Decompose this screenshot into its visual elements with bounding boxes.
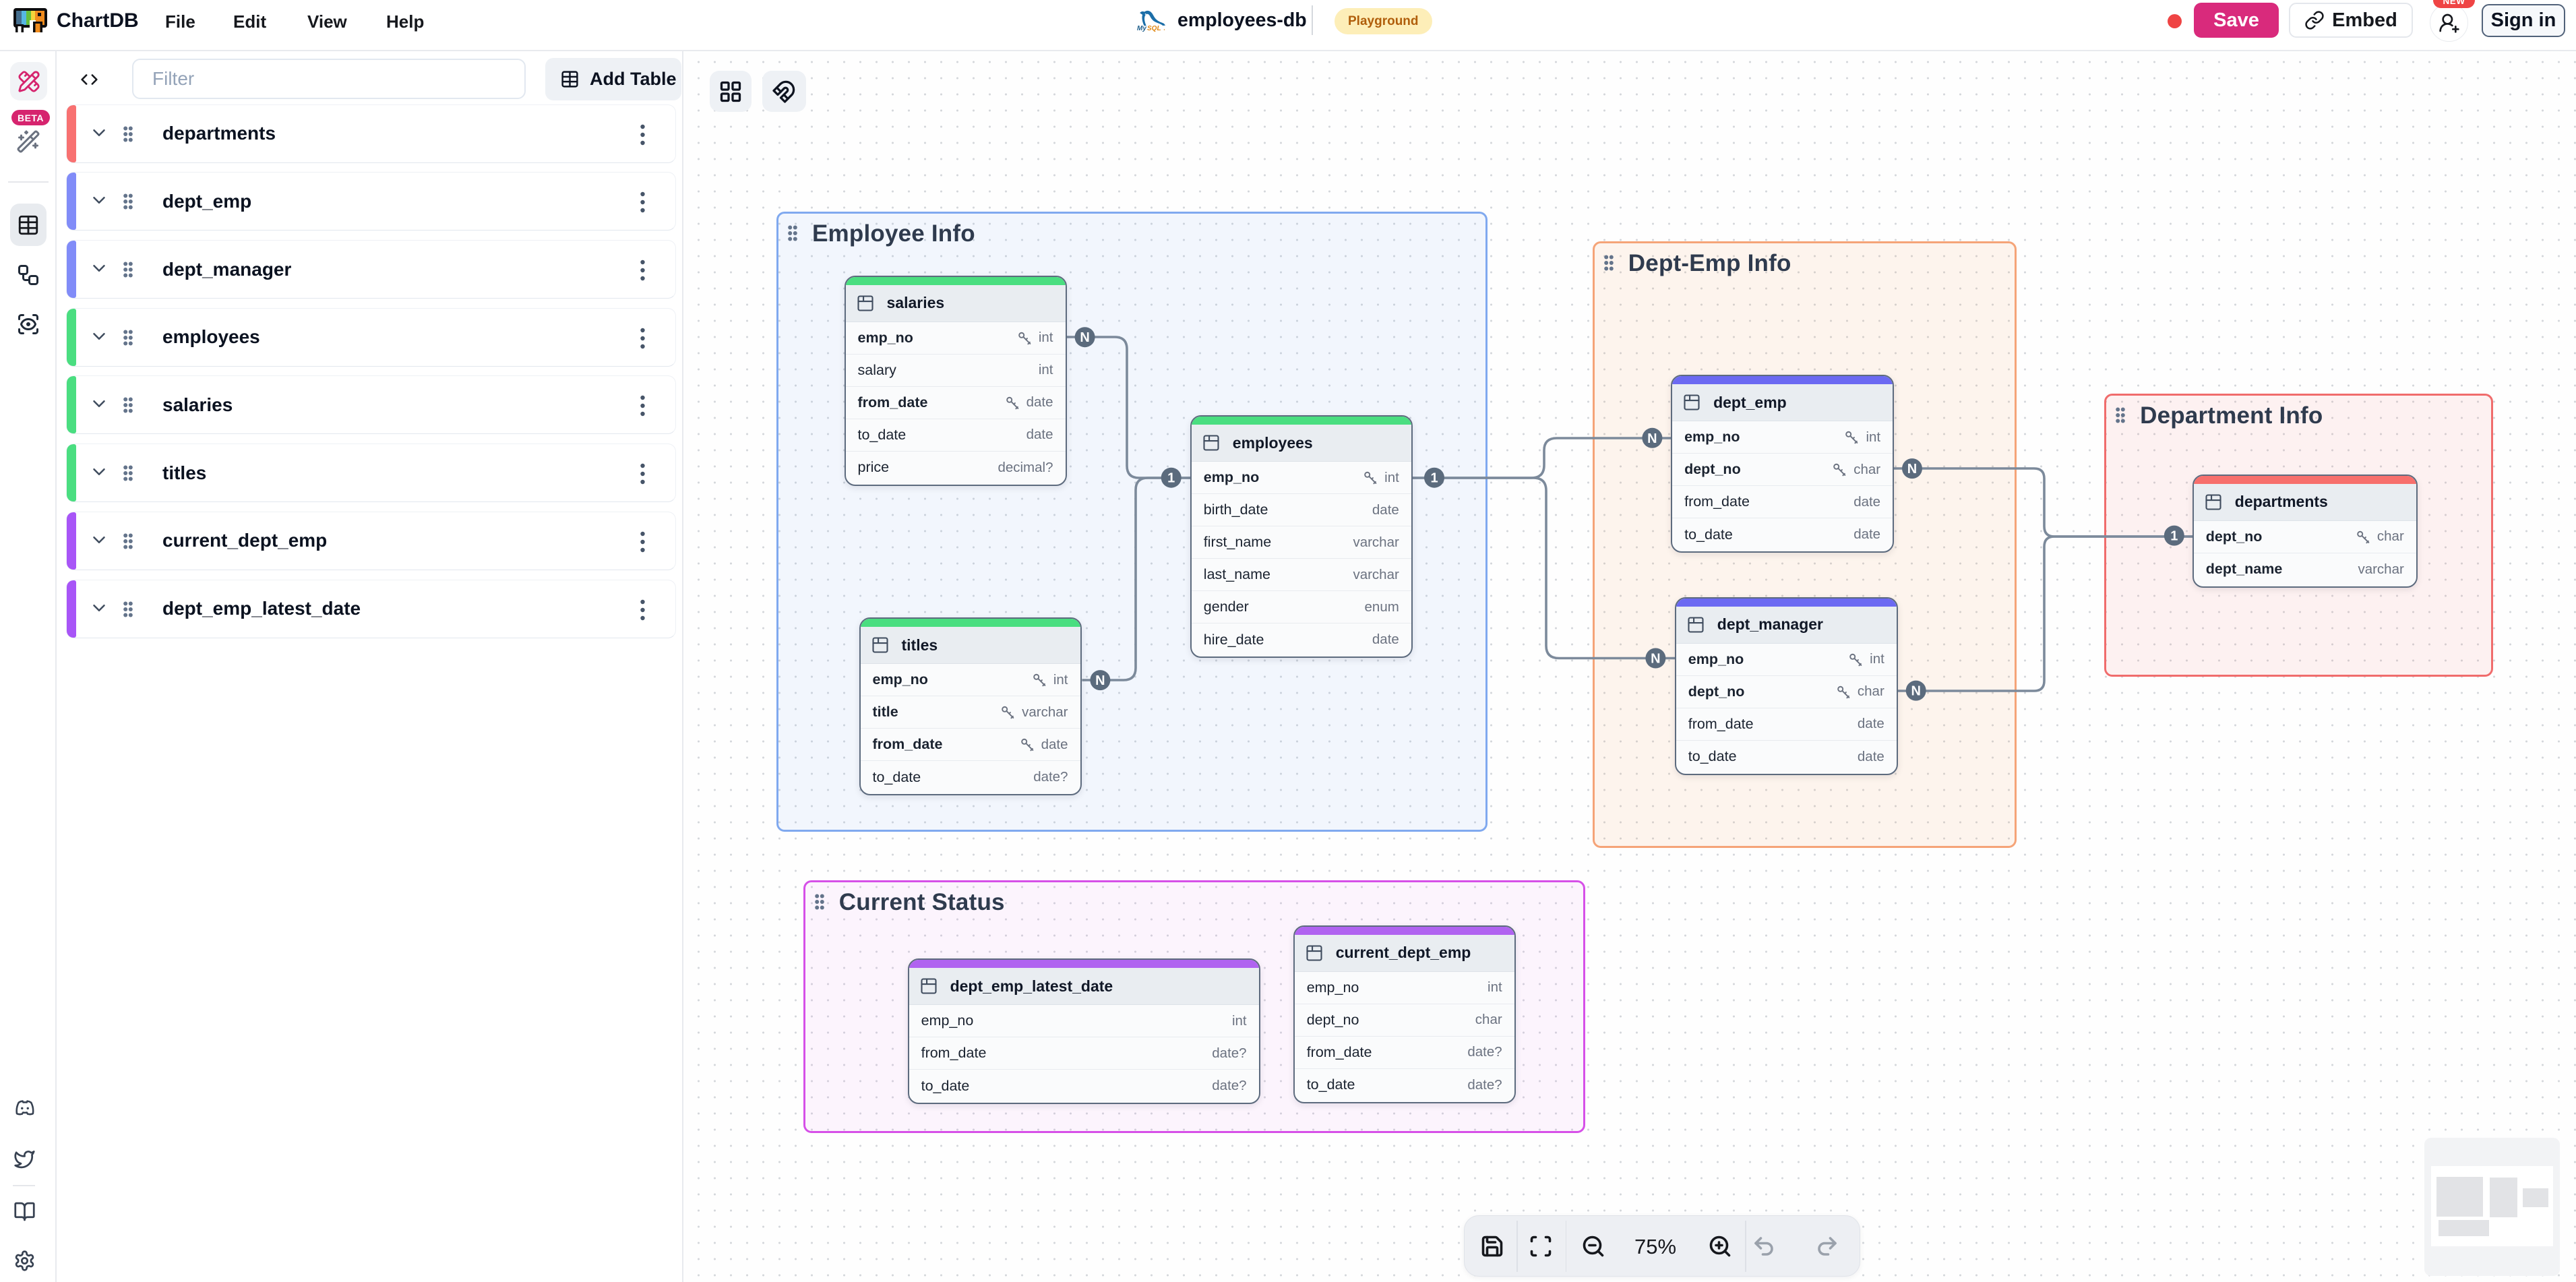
svg-text:SQL: SQL — [1147, 25, 1161, 32]
svg-text:1: 1 — [1430, 471, 1438, 486]
svg-text:N: N — [1647, 431, 1657, 446]
svg-text:N: N — [1907, 462, 1917, 477]
svg-text:My: My — [1137, 25, 1146, 32]
svg-text:1: 1 — [1167, 471, 1175, 486]
svg-text:N: N — [1095, 673, 1105, 688]
svg-text:1: 1 — [2170, 529, 2178, 544]
svg-text:N: N — [1911, 684, 1920, 699]
svg-text:N: N — [1651, 652, 1660, 667]
svg-text:N: N — [1080, 330, 1089, 345]
